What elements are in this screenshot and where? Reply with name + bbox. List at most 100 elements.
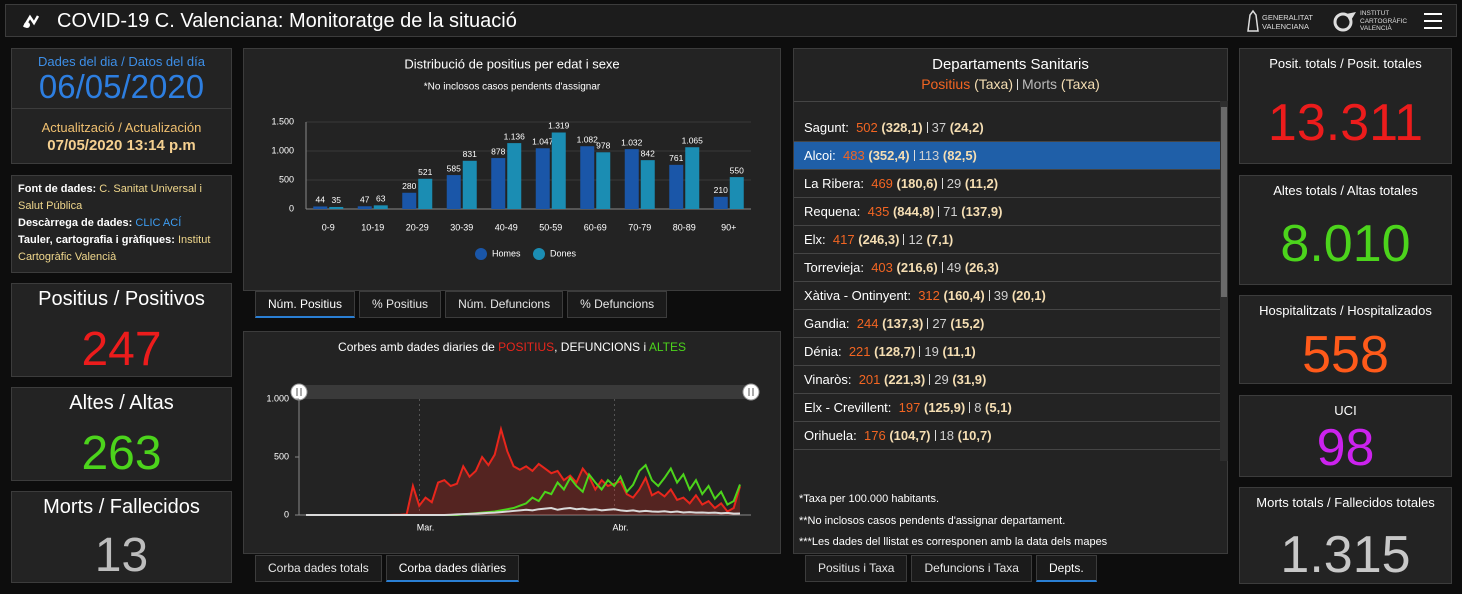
header: COVID-19 C. Valenciana: Monitoratge de l… bbox=[5, 4, 1457, 37]
bar-value-label: 1.032 bbox=[621, 137, 643, 147]
kpi-box: Morts / Fallecidos 13 bbox=[11, 491, 232, 583]
dept-name: Xàtiva - Ontinyent: bbox=[804, 288, 911, 303]
dept-name: Torrevieja: bbox=[804, 260, 864, 275]
bar-value-label: 842 bbox=[641, 148, 655, 158]
range-slider-handle[interactable] bbox=[290, 383, 308, 401]
kpi-box: Hospitalitzats / Hospitalizados 558 bbox=[1239, 295, 1452, 384]
legend-swatch bbox=[533, 248, 545, 260]
tab[interactable]: % Defuncions bbox=[567, 291, 668, 318]
area-fill bbox=[306, 429, 740, 515]
x-tick-label: 90+ bbox=[721, 222, 736, 232]
tab[interactable]: Positius i Taxa bbox=[805, 555, 908, 582]
tab[interactable]: Núm. Defuncions bbox=[445, 291, 564, 318]
scrollbar-thumb[interactable] bbox=[1221, 107, 1227, 297]
dept-row[interactable]: Elx: 417 (246,3) 12 (7,1) bbox=[794, 226, 1221, 254]
bar-chart-panel: Distribució de positius per edat i sexe *… bbox=[243, 48, 781, 291]
dept-list-viewport: Sagunt: 502 (328,1) 37 (24,2) Alcoi: 483 (… bbox=[794, 101, 1221, 461]
legend-label: Dones bbox=[550, 248, 577, 258]
bar-value-label: 761 bbox=[669, 153, 683, 163]
menu-button[interactable] bbox=[1423, 12, 1443, 30]
dept-taxa-morts: (26,3) bbox=[964, 260, 999, 275]
dept-positius: 483 bbox=[843, 148, 865, 163]
kpi-label: Posit. totals / Posit. totales bbox=[1269, 56, 1422, 71]
dept-name: Alcoi: bbox=[804, 148, 836, 163]
bar bbox=[551, 132, 566, 209]
y-tick-label: 1.000 bbox=[271, 145, 294, 155]
tab[interactable]: Corba dades diàries bbox=[385, 555, 520, 582]
bar bbox=[640, 160, 655, 209]
dept-taxa-morts: (5,1) bbox=[985, 400, 1012, 415]
header-title: COVID-19 C. Valenciana: Monitoratge de l… bbox=[57, 10, 517, 32]
tab[interactable]: Defuncions i Taxa bbox=[911, 555, 1032, 582]
chart-title: Distribució de positius per edat i sexe bbox=[404, 56, 619, 71]
dept-name: Orihuela: bbox=[804, 428, 857, 443]
credits-value: Institut Cartogràfic Valencià bbox=[18, 234, 211, 263]
gva-logo-icon bbox=[1247, 9, 1259, 32]
bar-value-label: 63 bbox=[376, 194, 386, 204]
dept-row[interactable]: Sagunt: 502 (328,1) 37 (24,2) bbox=[794, 114, 1221, 142]
range-slider-track bbox=[299, 385, 751, 399]
bar-value-label: 35 bbox=[332, 195, 342, 205]
dept-row[interactable]: Elx - Crevillent: 197 (125,9) 8 (5,1) bbox=[794, 394, 1221, 422]
tab[interactable]: Corba dades totals bbox=[255, 555, 382, 582]
x-tick-label: 0-9 bbox=[322, 222, 335, 232]
dept-taxa: (221,3) bbox=[884, 372, 926, 387]
dept-notes: *Taxa per 100.000 habitants. **No inclos… bbox=[799, 489, 1107, 554]
bar-tabs: Núm. Positius% Positius Núm. Defuncions% … bbox=[255, 291, 668, 318]
bar-value-label: 280 bbox=[402, 181, 416, 191]
subtitle-taxa: (Taxa) bbox=[1060, 76, 1100, 92]
dept-row[interactable]: Requena: 435 (844,8) 71 (137,9) bbox=[794, 198, 1221, 226]
bar bbox=[491, 158, 506, 209]
dept-row[interactable]: Xàtiva - Ontinyent: 312 (160,4) 39 (20,1) bbox=[794, 282, 1221, 310]
bar bbox=[685, 147, 700, 209]
dept-taxa-morts: (10,7) bbox=[957, 428, 992, 443]
departments-panel: Departaments Sanitaris Positius (Taxa) Mo… bbox=[793, 48, 1228, 554]
separator bbox=[941, 262, 943, 273]
title-part: POSITIUS bbox=[498, 340, 554, 354]
dept-taxa-morts: (11,1) bbox=[942, 344, 976, 359]
kpi-label: Altes totals / Altas totales bbox=[1273, 183, 1418, 198]
y-tick-label: 500 bbox=[279, 174, 294, 184]
tab[interactable]: % Positius bbox=[359, 291, 442, 318]
dept-title: Departaments Sanitaris bbox=[932, 56, 1089, 73]
dept-morts: 27 bbox=[932, 316, 947, 331]
dept-row[interactable]: Alcoi: 483 (352,4) 113 (82,5) bbox=[794, 142, 1221, 170]
bar-value-label: 521 bbox=[418, 167, 432, 177]
dept-taxa-morts: (82,5) bbox=[942, 148, 977, 163]
range-slider-handle[interactable] bbox=[742, 383, 760, 401]
separator bbox=[941, 178, 943, 189]
dept-row[interactable]: Vinaròs: 201 (221,3) 29 (31,9) bbox=[794, 366, 1221, 394]
date-box: Dades del dia / Datos del día 06/05/2020… bbox=[11, 48, 232, 164]
dept-positius: 201 bbox=[858, 372, 881, 387]
dept-row[interactable]: Gandia: 244 (137,3) 27 (15,2) bbox=[794, 310, 1221, 338]
bar bbox=[624, 149, 639, 209]
bar bbox=[357, 206, 372, 209]
dept-taxa: (137,3) bbox=[882, 316, 924, 331]
download-link[interactable]: CLIC ACÍ bbox=[135, 217, 182, 229]
x-tick-label: Abr. bbox=[612, 522, 628, 532]
title-part: Corbes amb dades diaries de bbox=[338, 340, 498, 354]
dept-positius: 176 bbox=[863, 428, 886, 443]
tab[interactable]: Depts. bbox=[1035, 555, 1097, 582]
tab[interactable]: Núm. Positius bbox=[255, 291, 356, 318]
source-label: Font de dades: bbox=[18, 183, 97, 195]
source-line: Font de dades: C. Sanitat Universal i Sa… bbox=[18, 181, 225, 215]
divider bbox=[12, 108, 231, 109]
kpi-value: 1.315 bbox=[1280, 526, 1411, 584]
dept-morts: 8 bbox=[974, 400, 982, 415]
dept-list[interactable]: Sagunt: 502 (328,1) 37 (24,2) Alcoi: 483 (… bbox=[794, 102, 1221, 450]
kpi-label: Altes / Altas bbox=[69, 392, 174, 414]
dept-row[interactable]: Dénia: 221 (128,7) 19 (11,1) bbox=[794, 338, 1221, 366]
dept-row[interactable]: Orihuela: 176 (104,7) 18 (10,7) bbox=[794, 422, 1221, 450]
app-icon bbox=[22, 14, 40, 28]
x-tick-label: 10-19 bbox=[361, 222, 384, 232]
bar-value-label: 585 bbox=[447, 163, 461, 173]
dept-positius: 197 bbox=[898, 400, 921, 415]
separator bbox=[903, 234, 905, 245]
dept-morts: 37 bbox=[931, 120, 947, 135]
dept-row[interactable]: La Ribera: 469 (180,6) 29 (11,2) bbox=[794, 170, 1221, 198]
credits-line: Tauler, cartografia i gràfiques: Institu… bbox=[18, 232, 225, 266]
kpi-value: 247 bbox=[81, 323, 162, 376]
dept-row[interactable]: Torrevieja: 403 (216,6) 49 (26,3) bbox=[794, 254, 1221, 282]
